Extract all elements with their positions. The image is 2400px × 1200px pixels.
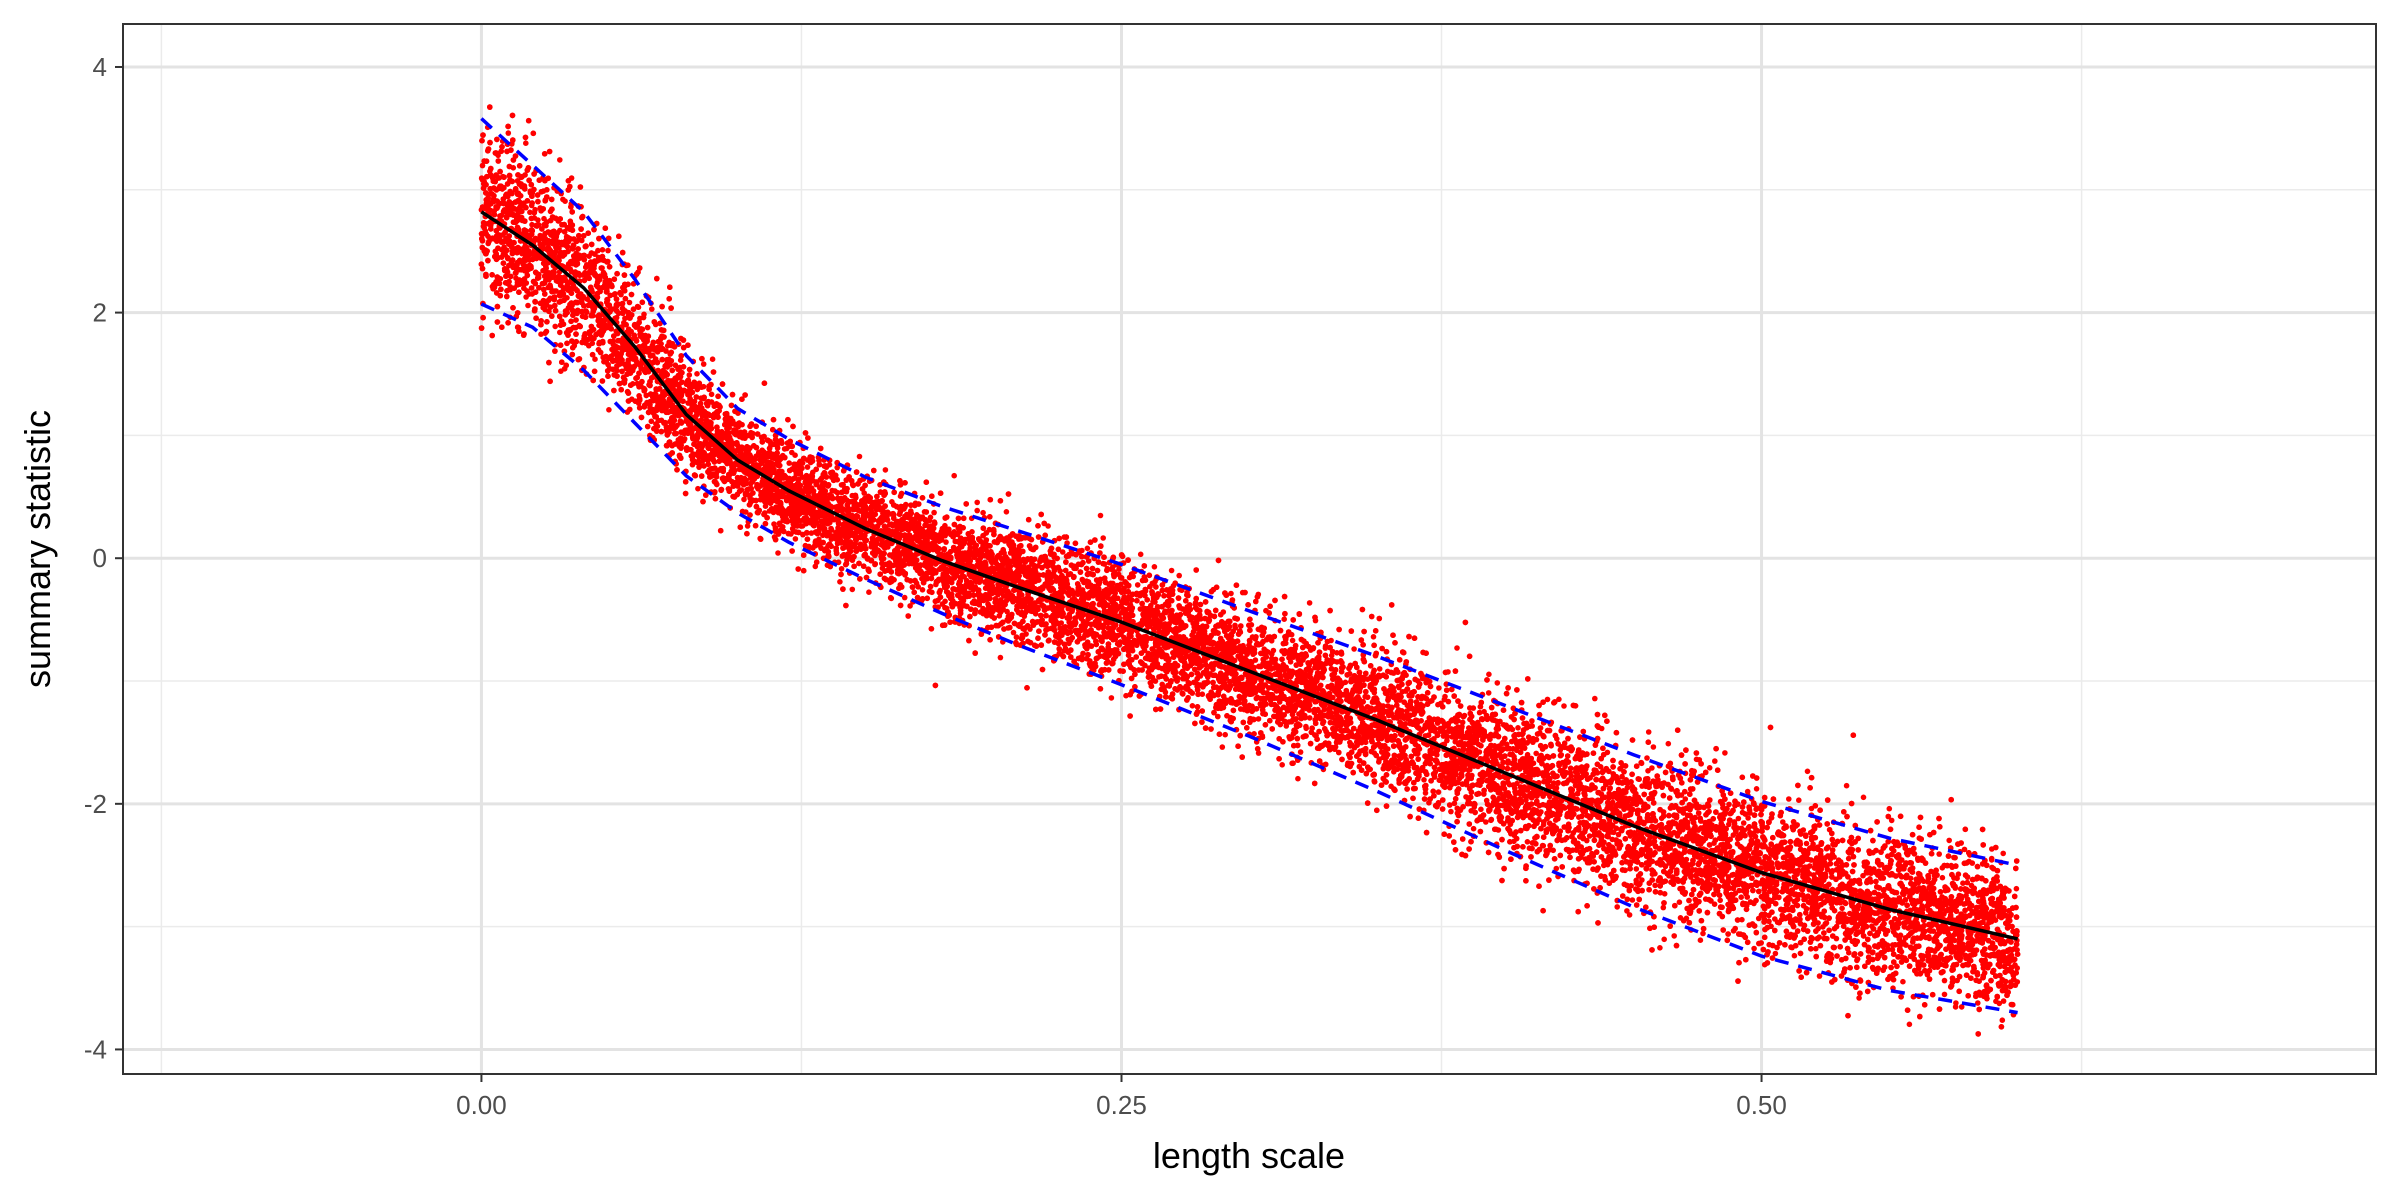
data-point — [700, 361, 707, 367]
data-point — [1843, 782, 1850, 789]
grid-major — [123, 24, 2376, 1074]
data-point — [804, 464, 811, 470]
data-point — [1679, 836, 1686, 842]
data-point — [1839, 905, 1845, 912]
data-point — [775, 550, 781, 556]
data-point — [1134, 582, 1141, 588]
data-point — [1306, 600, 1313, 606]
data-point — [1553, 865, 1560, 872]
data-point — [882, 467, 889, 473]
data-point — [1886, 805, 1893, 812]
data-point — [2000, 850, 2006, 857]
data-point — [529, 221, 535, 228]
data-point — [1586, 833, 1593, 839]
data-point — [2013, 885, 2020, 892]
data-point — [1592, 695, 1598, 702]
data-point — [1306, 715, 1313, 721]
data-point — [1251, 731, 1257, 737]
data-point — [1960, 880, 1966, 886]
data-point — [535, 217, 541, 223]
data-point — [1804, 768, 1811, 775]
data-point — [1661, 936, 1667, 943]
data-point — [1624, 908, 1630, 914]
data-point — [1494, 680, 1501, 686]
data-point — [1682, 796, 1689, 802]
data-point — [557, 157, 563, 163]
data-point — [1888, 817, 1895, 824]
data-point — [974, 507, 980, 514]
data-point — [1941, 991, 1948, 998]
data-point — [1529, 718, 1535, 724]
panel-background — [123, 24, 2376, 1074]
data-point — [1255, 750, 1262, 756]
scatter-points — [478, 104, 2021, 1037]
data-point — [1097, 512, 1104, 519]
data-point — [479, 162, 486, 169]
data-point — [849, 586, 856, 593]
data-point — [1057, 625, 1063, 632]
data-point — [1626, 912, 1633, 918]
data-point — [1665, 740, 1672, 747]
data-point — [1952, 1004, 1959, 1010]
data-point — [1515, 725, 1521, 731]
data-point — [1176, 572, 1182, 579]
data-point — [837, 579, 843, 585]
data-point — [1652, 882, 1658, 889]
data-point — [1676, 899, 1683, 905]
data-point — [1629, 897, 1636, 903]
data-point — [649, 306, 655, 312]
data-point — [792, 536, 799, 542]
data-point — [856, 453, 863, 460]
data-point — [1900, 978, 1906, 985]
data-point — [1706, 765, 1713, 771]
data-point — [1939, 874, 1946, 881]
data-point — [1448, 808, 1454, 815]
data-point — [626, 299, 633, 306]
data-point — [1745, 815, 1751, 821]
data-point — [1791, 952, 1798, 959]
